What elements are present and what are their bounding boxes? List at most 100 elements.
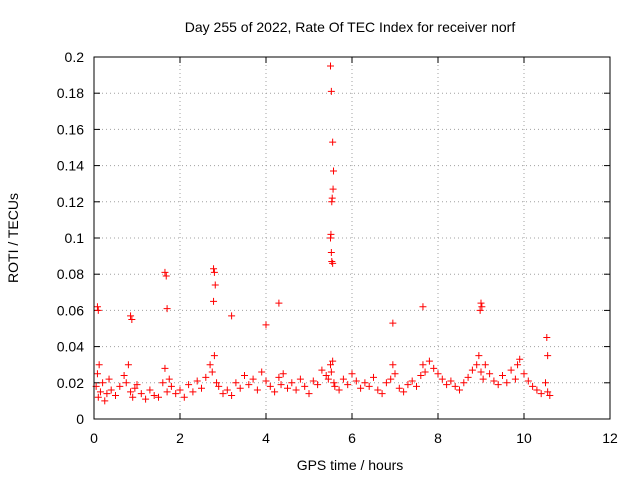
data-point (339, 375, 347, 383)
data-point (542, 379, 549, 387)
data-point (185, 381, 193, 389)
data-point (329, 185, 337, 193)
x-tick-label: 0 (90, 430, 98, 446)
y-axis-label: ROTI / TECUs (5, 193, 21, 283)
data-point (253, 386, 261, 394)
data-point (258, 368, 266, 376)
data-point (275, 299, 283, 307)
y-tick-label: 0.2 (65, 49, 85, 65)
data-point (475, 352, 483, 360)
data-point (537, 390, 545, 398)
data-point (159, 379, 167, 387)
data-point (95, 361, 103, 369)
data-point (490, 377, 498, 385)
data-point (456, 386, 463, 394)
x-axis-label: GPS time / hours (297, 457, 404, 473)
y-tick-label: 0.04 (57, 339, 84, 355)
data-point (370, 373, 377, 381)
y-tick-label: 0.18 (57, 85, 84, 101)
data-points (92, 62, 554, 405)
data-point (387, 375, 395, 383)
data-point (161, 268, 169, 276)
data-point (460, 379, 468, 387)
data-point (328, 198, 336, 206)
data-point (128, 315, 136, 323)
data-point (314, 381, 322, 389)
data-point (486, 370, 494, 378)
data-point (477, 299, 485, 307)
data-point (327, 361, 334, 369)
x-tick-label: 6 (348, 430, 356, 446)
data-point (408, 377, 416, 385)
data-point (142, 395, 150, 403)
x-tick-label: 12 (602, 430, 618, 446)
data-point (391, 370, 399, 378)
data-point (544, 388, 552, 396)
data-point (478, 303, 486, 311)
data-point (330, 167, 338, 175)
data-point (404, 381, 412, 389)
data-point (103, 390, 111, 398)
data-point (479, 375, 487, 383)
data-point (163, 305, 171, 313)
data-point (107, 386, 115, 394)
data-point (262, 377, 270, 385)
data-point (425, 357, 433, 365)
data-point (228, 312, 236, 320)
data-point (155, 393, 162, 401)
data-point (162, 272, 170, 280)
data-point (99, 379, 107, 387)
data-point (546, 391, 554, 399)
data-point (202, 373, 210, 381)
data-point (327, 87, 335, 95)
data-point (481, 361, 489, 369)
data-point (543, 334, 551, 342)
data-point (324, 375, 332, 383)
data-point (511, 375, 519, 383)
data-point (210, 352, 218, 360)
data-point (223, 386, 231, 394)
data-point (262, 321, 270, 329)
data-point (165, 375, 173, 383)
data-point (211, 281, 219, 289)
data-point (172, 390, 180, 398)
data-point (131, 384, 139, 392)
data-point (213, 379, 221, 387)
data-point (476, 306, 484, 314)
data-point (210, 265, 218, 273)
data-point (395, 384, 403, 392)
data-point (330, 379, 338, 387)
y-tick-label: 0.14 (57, 158, 84, 174)
data-point (305, 390, 313, 398)
data-point (499, 372, 506, 380)
data-point (335, 386, 343, 394)
data-point (361, 379, 369, 387)
data-point (329, 138, 337, 146)
data-point (219, 390, 227, 398)
data-point (477, 368, 485, 376)
data-point (127, 312, 135, 320)
data-point (210, 297, 218, 305)
data-point (249, 375, 257, 383)
data-point (124, 361, 132, 369)
data-point (193, 377, 201, 385)
y-tick-label: 0 (76, 411, 84, 427)
data-point (421, 368, 429, 376)
data-point (133, 381, 141, 389)
data-point (331, 382, 339, 390)
data-point (127, 388, 135, 396)
data-point (228, 391, 236, 399)
data-point (93, 370, 101, 378)
data-point (279, 370, 287, 378)
data-point (146, 386, 154, 394)
data-point (327, 368, 335, 376)
data-point (322, 372, 330, 380)
data-point (93, 303, 101, 311)
data-point (150, 391, 158, 399)
y-tick-label: 0.06 (57, 302, 84, 318)
data-point (378, 390, 386, 398)
data-point (438, 375, 446, 383)
data-point (271, 388, 279, 396)
data-point (464, 373, 472, 381)
